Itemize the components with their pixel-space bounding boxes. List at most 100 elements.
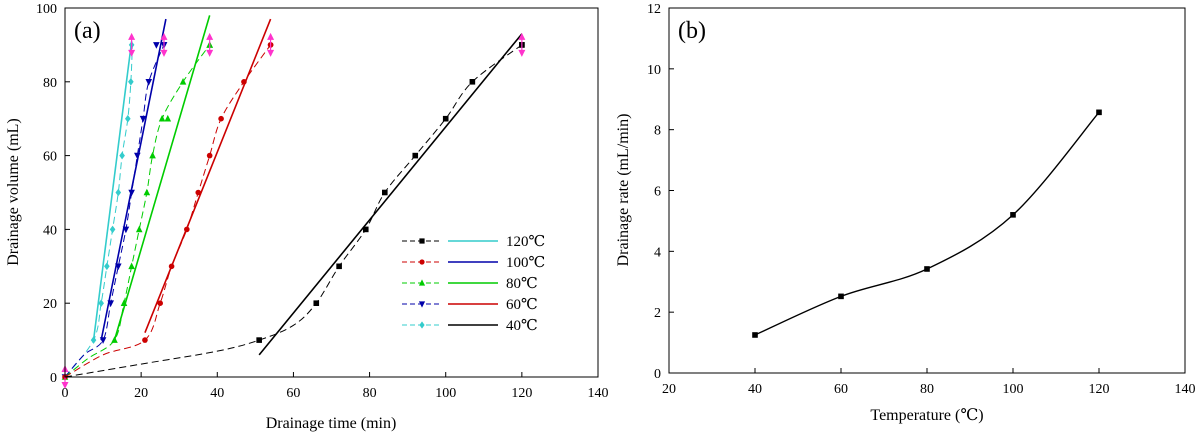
panel-b-x-tick-label: 60: [834, 382, 848, 397]
panel-b-x-axis-title: Temperature (℃): [870, 407, 983, 424]
legend-marker: [419, 321, 425, 329]
panel-b-x-tick-label: 140: [1175, 382, 1196, 397]
data-point: [184, 226, 190, 233]
data-point: [157, 300, 163, 307]
panel-a-y-tick-label: 60: [43, 150, 57, 165]
data-point: [442, 115, 449, 122]
panel-b-y-tick-label: 6: [654, 185, 661, 200]
legend-label: 60℃: [506, 297, 538, 313]
data-point: [98, 299, 104, 307]
series-dashed-curve: [64, 44, 523, 378]
data-point: [179, 78, 187, 85]
panel-b-y-tick-label: 12: [647, 2, 661, 17]
panel-b-plot-area: [752, 109, 1102, 338]
series-fit-line: [258, 33, 523, 356]
data-point: [241, 79, 247, 85]
data-point: [153, 42, 160, 49]
panel-a-y-tick-label: 40: [43, 223, 57, 238]
data-point: [1096, 109, 1102, 116]
panel-b-x-tick-label: 120: [1089, 382, 1110, 397]
range-arrow: [267, 32, 275, 57]
panel-a-x-tick-label: 120: [511, 386, 532, 401]
panel-a-x-tick-label: 100: [435, 386, 456, 401]
data-point: [115, 188, 122, 197]
data-point: [128, 189, 135, 197]
panel-a-ticks: 0 20 40 60 80 100 120 140 0 20 40 60 80 100: [36, 2, 609, 401]
data-point: [752, 332, 758, 338]
range-arrow: [206, 32, 214, 57]
data-point: [115, 263, 122, 271]
data-point: [336, 263, 342, 270]
panel-a-frame: [64, 7, 599, 378]
data-point: [122, 226, 130, 234]
data-point: [134, 152, 141, 160]
panel-a-y-tick-label: 100: [36, 2, 57, 17]
series-dashed-curve: [64, 44, 165, 378]
series-dashed-curve: [64, 44, 211, 378]
data-point: [382, 189, 388, 196]
data-point: [143, 188, 151, 196]
data-point: [924, 266, 930, 272]
data-point: [128, 78, 134, 86]
legend-marker: [419, 259, 425, 265]
panel-b-frame: [668, 7, 1186, 374]
legend-label: 80℃: [506, 276, 538, 292]
data-point: [838, 293, 844, 300]
range-arrow: [518, 32, 526, 57]
data-point: [206, 152, 213, 159]
data-point: [90, 336, 97, 344]
data-point: [120, 299, 128, 306]
data-point: [1010, 212, 1016, 218]
data-point: [164, 114, 172, 122]
panel-a-y-axis-title: Drainage volume (mL): [5, 118, 22, 266]
data-point: [109, 225, 116, 234]
rate-series: [752, 109, 1102, 338]
data-point: [313, 300, 320, 306]
panel-a-legend: 120℃ 100℃ 80℃ 60℃ 40℃: [402, 234, 545, 334]
data-point: [412, 152, 419, 159]
data-point: [139, 115, 147, 123]
panel-a-x-tick-label: 80: [363, 386, 377, 401]
data-point: [125, 114, 131, 123]
legend-label: 100℃: [506, 255, 545, 271]
panel-a-x-tick-label: 40: [210, 386, 224, 401]
legend-marker: [418, 279, 426, 286]
series-triangle-down-group: [61, 18, 168, 381]
panel-b-y-tick-label: 0: [654, 367, 661, 382]
panel-a-label: (a): [74, 18, 101, 44]
panel-a-x-axis-title: Drainage time (min): [266, 415, 397, 432]
data-point: [104, 262, 110, 271]
series-diamond-group: [62, 41, 135, 381]
data-point: [218, 115, 224, 122]
series-dashed-curve: [64, 44, 133, 378]
panel-b-y-tick-label: 2: [654, 306, 661, 321]
panel-b-x-tick-label: 100: [1003, 382, 1024, 397]
panel-a-y-tick-label: 0: [50, 371, 57, 386]
range-arrow: [160, 32, 168, 57]
data-point: [158, 114, 166, 122]
panel-a-x-tick-label: 20: [134, 386, 148, 401]
data-point: [145, 79, 153, 86]
data-point: [168, 263, 175, 270]
data-point: [99, 337, 107, 344]
data-point: [128, 262, 135, 270]
range-arrow: [128, 32, 136, 57]
panel-a-x-tick-label: 60: [286, 386, 300, 401]
data-point: [107, 300, 114, 307]
panel-b-ticks: 20 40 60 80 100 120 140 0 2 4 6 8 10 12: [647, 2, 1196, 397]
series-dashed-curve: [64, 44, 271, 378]
legend-label: 40℃: [506, 318, 538, 334]
panel-b-x-tick-label: 20: [662, 382, 676, 397]
panel-a: 0 20 40 60 80 100 120 140 0 20 40 60 80 100 (a) Drain…: [5, 2, 609, 432]
data-point: [195, 189, 202, 196]
data-point: [119, 151, 125, 160]
panel-b-y-tick-label: 4: [654, 245, 661, 260]
data-point: [135, 225, 143, 233]
panel-a-x-tick-label: 140: [588, 386, 609, 401]
panel-b-label: (b): [678, 18, 706, 44]
series-fit-line: [113, 15, 211, 341]
series-triangle-up-group: [61, 15, 213, 380]
panel-a-plot-area: [61, 15, 526, 389]
panel-b-x-tick-label: 80: [920, 382, 934, 397]
